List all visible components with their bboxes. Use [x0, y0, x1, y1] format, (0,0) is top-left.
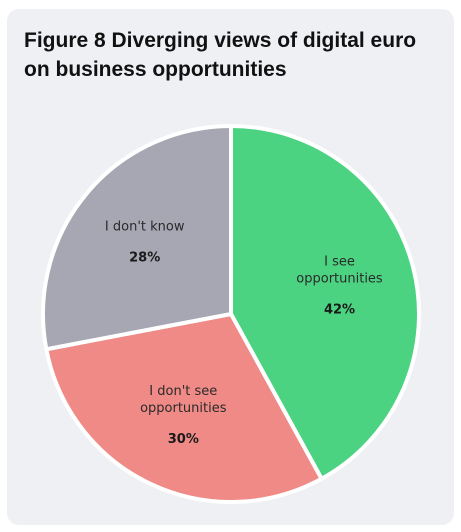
chart-title: Figure 8 Diverging views of digital euro… [24, 29, 417, 81]
slice-label-i-dont-see-opportunities: I don't see [149, 384, 217, 399]
pie-slice-i-see-opportunities [229, 124, 421, 481]
slice-label-i-see-opportunities: I see [324, 255, 355, 270]
pie-slice-i-dont-see-opportunities [44, 312, 324, 504]
slice-label-i-see-opportunities: opportunities [296, 272, 383, 287]
slice-value-i-dont-know: 28% [129, 251, 160, 266]
pie-slice-i-dont-know [41, 124, 233, 352]
slice-label-i-dont-see-opportunities: opportunities [140, 401, 227, 416]
slice-label-i-dont-know: I don't know [105, 220, 185, 235]
slice-value-i-dont-see-opportunities: 30% [168, 432, 199, 447]
slice-value-i-see-opportunities: 42% [324, 303, 355, 318]
